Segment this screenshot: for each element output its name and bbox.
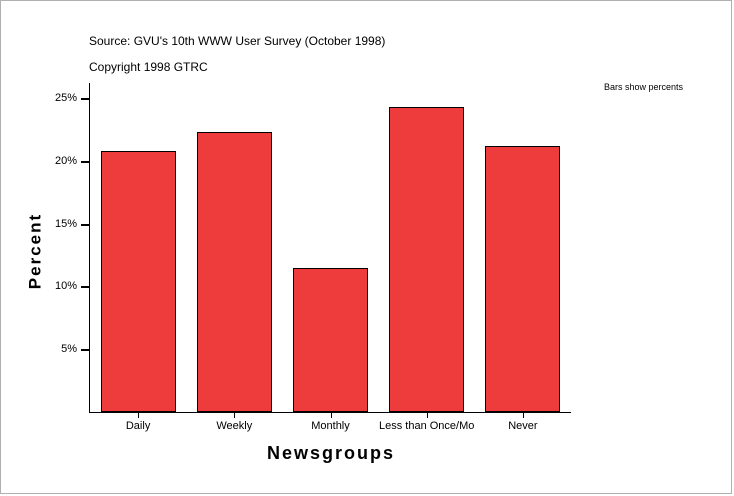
plot-area: 5% 10% 15% 20% 25% Daily Weekly Monthly Less tha… — [55, 83, 571, 432]
x-axis-tick-label: Less than Once/Mo — [378, 420, 475, 432]
y-axis-tick-label: 5% — [61, 343, 77, 356]
x-axis-tick-label: Daily — [125, 420, 151, 432]
x-axis-tick — [138, 412, 140, 418]
x-axis-tick — [234, 412, 236, 418]
y-axis-tick: 25% — [55, 93, 90, 104]
bar-monthly[interactable] — [292, 267, 368, 412]
x-axis-tick-label: Monthly — [311, 420, 350, 432]
y-axis-tick-label: 20% — [54, 154, 77, 167]
y-axis-title-wrap: Percent — [23, 181, 47, 321]
bar-never[interactable] — [485, 145, 561, 412]
x-axis-tick — [426, 412, 428, 418]
x-axis-title: Newsgroups — [266, 443, 396, 463]
y-axis-title: Percent — [25, 212, 45, 290]
y-axis-tick: 15% — [55, 218, 90, 229]
x-axis-tick-label: Never — [508, 420, 538, 432]
bar-less-than-once-mo[interactable] — [389, 106, 465, 412]
y-axis-tick-label: 15% — [54, 217, 77, 230]
plot-inner: 5% 10% 15% 20% 25% Daily Weekly Monthly Less tha… — [55, 83, 571, 432]
source-note: Source: GVU's 10th WWW User Survey (Octo… — [89, 34, 386, 48]
y-axis-tick-label: 10% — [54, 280, 77, 293]
x-axis-tick — [330, 412, 332, 418]
x-axis-tick — [522, 412, 524, 418]
y-axis-tick: 20% — [55, 155, 90, 166]
copyright-note: Copyright 1998 GTRC — [89, 60, 208, 74]
bar-weekly[interactable] — [196, 131, 272, 412]
y-axis-tick: 10% — [55, 281, 90, 292]
y-axis-tick: 5% — [61, 344, 90, 355]
legend-note: Bars show percents — [604, 82, 684, 92]
y-axis-tick-label: 25% — [54, 92, 77, 105]
bar-daily[interactable] — [100, 150, 176, 412]
x-axis-tick-label: Weekly — [216, 420, 253, 432]
